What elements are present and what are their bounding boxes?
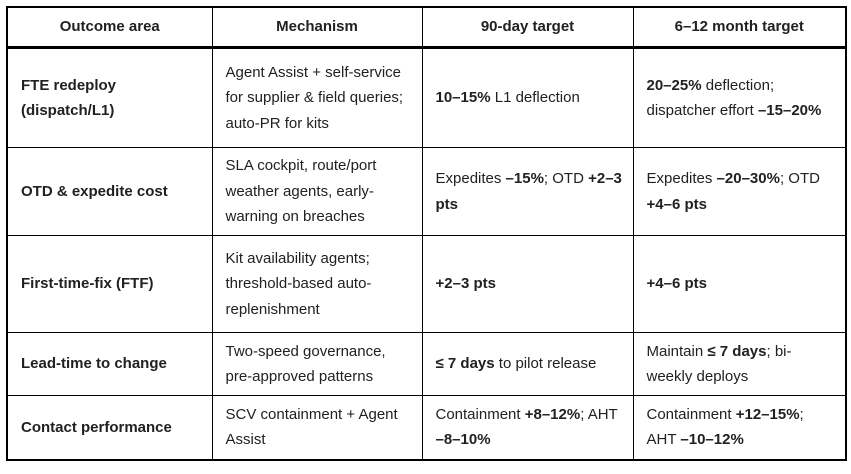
- outcome-area-cell: Contact performance: [6, 395, 213, 460]
- target-6-12-cell: Expedites –20–30%; OTD +4–6 pts: [632, 147, 847, 236]
- target-metric-bold: +4–6 pts: [646, 195, 707, 213]
- target-metric-bold: +2–3 pts: [435, 170, 622, 213]
- target-metric-bold: +2–3 pts: [435, 275, 496, 293]
- target-text: ; OTD: [779, 170, 820, 187]
- target-6-12-cell: Containment +12–15%; AHT –10–12%: [632, 395, 847, 460]
- target-text: deflection; dispatcher effort: [646, 76, 775, 120]
- table-row-fte-redeploy: FTE redeploy (dispatch/L1) Agent Assist …: [6, 47, 847, 148]
- target-metric-bold: +8–12%: [524, 405, 581, 423]
- column-header-outcome-area: Outcome area: [6, 6, 213, 49]
- target-metric-bold: –15%: [505, 170, 544, 187]
- target-90-cell: ≤ 7 days to pilot release: [421, 332, 634, 396]
- target-metric-bold: 20–25%: [646, 76, 702, 94]
- target-metric-bold: ≤ 7 days: [435, 355, 495, 373]
- target-text: Expedites: [435, 170, 506, 187]
- target-metric-bold: 10–15%: [435, 89, 491, 107]
- mechanism-cell: SCV containment + Agent Assist: [211, 395, 423, 460]
- target-90-cell: Expedites –15%; OTD +2–3 pts: [421, 147, 634, 236]
- target-metric-bold: +12–15%: [735, 405, 800, 423]
- column-header-6-12-month-target: 6–12 month target: [632, 6, 847, 49]
- table-row-first-time-fix: First-time-fix (FTF) Kit availability ag…: [6, 235, 847, 333]
- target-90-cell: 10–15% L1 deflection: [421, 47, 634, 148]
- targets-table-container: Outcome area Mechanism 90-day target 6–1…: [6, 6, 847, 461]
- outcome-area-cell: Lead-time to change: [6, 332, 213, 396]
- target-text: L1 deflection: [490, 89, 580, 107]
- column-header-mechanism: Mechanism: [211, 6, 423, 49]
- target-text: ; AHT: [580, 405, 618, 423]
- target-90-cell: Containment +8–12%; AHT –8–10%: [421, 395, 634, 460]
- target-text: ; bi-weekly deploys: [646, 342, 792, 386]
- table-row-lead-time: Lead-time to change Two-speed governance…: [6, 332, 847, 396]
- target-metric-bold: –15–20%: [757, 102, 822, 119]
- target-text: to pilot release: [494, 355, 597, 373]
- target-metric-bold: +4–6 pts: [646, 275, 707, 293]
- outcome-area-cell: First-time-fix (FTF): [6, 235, 213, 333]
- mechanism-cell: SLA cockpit, route/port weather agents, …: [211, 147, 423, 236]
- outcome-area-cell: FTE redeploy (dispatch/L1): [6, 47, 213, 148]
- target-text: ; AHT: [646, 405, 804, 449]
- mechanism-cell: Two-speed governance, pre-approved patte…: [211, 332, 423, 396]
- outcome-area-cell: OTD & expedite cost: [6, 147, 213, 236]
- target-text: Containment: [435, 405, 525, 423]
- target-text: Expedites: [646, 170, 717, 187]
- target-6-12-cell: +4–6 pts: [632, 235, 847, 333]
- header-row: Outcome area Mechanism 90-day target 6–1…: [6, 6, 847, 49]
- column-header-90-day-target: 90-day target: [421, 6, 634, 49]
- targets-table: Outcome area Mechanism 90-day target 6–1…: [6, 6, 847, 461]
- target-metric-bold: –8–10%: [435, 431, 491, 449]
- table-row-otd-expedite: OTD & expedite cost SLA cockpit, route/p…: [6, 147, 847, 236]
- table-row-contact-performance: Contact performance SCV containment + Ag…: [6, 395, 847, 460]
- mechanism-cell: Agent Assist + self-service for supplier…: [211, 47, 423, 148]
- target-6-12-cell: Maintain ≤ 7 days; bi-weekly deploys: [632, 332, 847, 396]
- table-body: FTE redeploy (dispatch/L1) Agent Assist …: [6, 47, 847, 460]
- target-90-cell: +2–3 pts: [421, 235, 634, 333]
- target-text: ; OTD: [543, 170, 589, 187]
- target-text: Maintain: [646, 342, 708, 360]
- target-metric-bold: –10–12%: [680, 431, 744, 449]
- mechanism-cell: Kit availability agents; threshold-based…: [211, 235, 423, 333]
- target-metric-bold: –20–30%: [716, 170, 780, 187]
- target-metric-bold: ≤ 7 days: [707, 342, 767, 360]
- target-6-12-cell: 20–25% deflection; dispatcher effort –15…: [632, 47, 847, 148]
- target-text: Containment: [646, 405, 736, 423]
